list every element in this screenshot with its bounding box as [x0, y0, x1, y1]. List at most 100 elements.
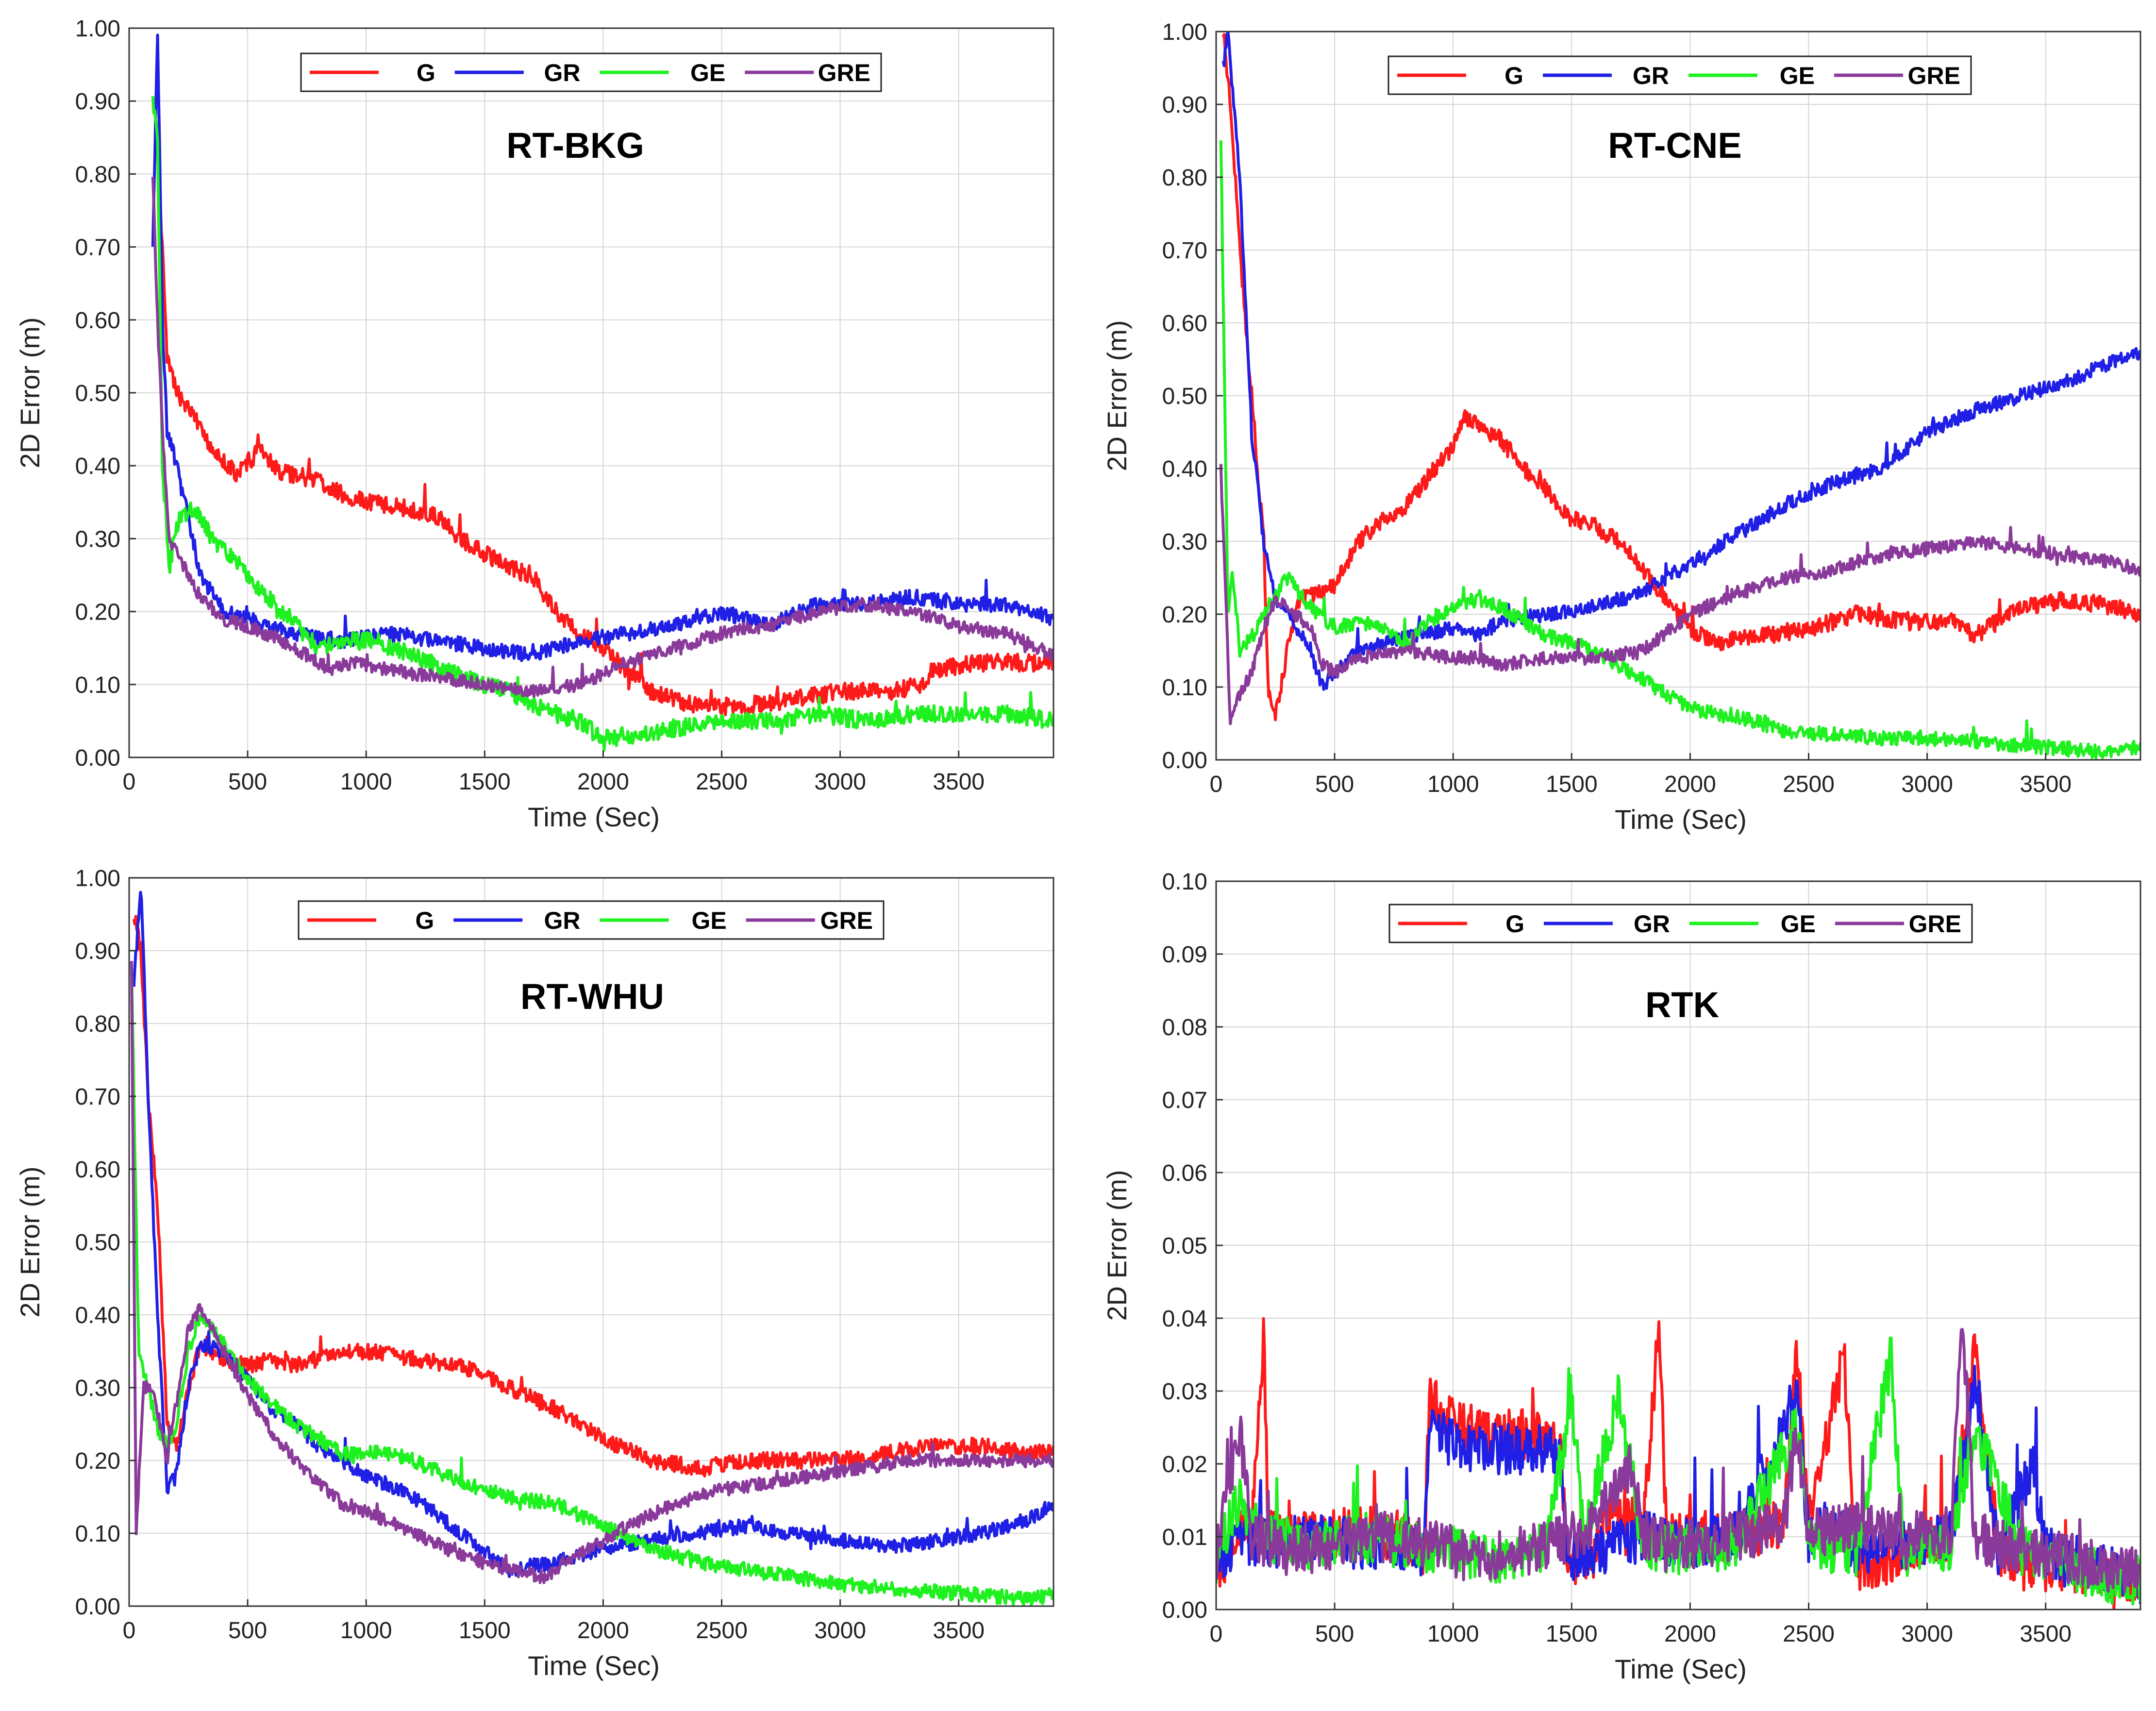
y-tick-label: 0.30 — [75, 1376, 120, 1401]
series-line-gre — [1216, 1327, 2140, 1594]
x-tick-label: 500 — [1315, 1621, 1354, 1647]
panel-title: RT-CNE — [1608, 125, 1741, 166]
x-tick-label: 0 — [1210, 772, 1223, 797]
y-tick-label: 0.10 — [75, 1521, 120, 1547]
x-axis-label: Time (Sec) — [1615, 1654, 1747, 1684]
legend-label-gre: GRE — [1909, 910, 1961, 938]
x-tick-label: 1500 — [459, 769, 511, 795]
chart-panel-rt-whu: 0.00 0.10 0.20 0.30 0.40 0.50 0.60 0.70 0.80 0.90… — [15, 866, 1054, 1681]
y-tick-label: 0.07 — [1162, 1088, 1207, 1113]
chart-panel-rt-bkg: 0.00 0.10 0.20 0.30 0.40 0.50 0.60 0.70 0.80 0.90… — [15, 16, 1054, 832]
legend-label-gr: GR — [1634, 910, 1670, 938]
y-tick-label: 0.05 — [1162, 1233, 1207, 1259]
y-axis-label: 2D Error (m) — [1102, 320, 1132, 471]
panel-title: RT-WHU — [520, 976, 664, 1017]
legend: G GR GE GRE — [1387, 55, 1972, 95]
legend-label-gr: GR — [1633, 62, 1669, 89]
x-tick-label: 1500 — [1546, 772, 1598, 797]
legend: G GR GE GRE — [298, 900, 885, 940]
y-tick-label: 0.40 — [75, 1303, 120, 1328]
x-tick-label: 3000 — [1901, 1621, 1953, 1647]
y-tick-label: 0.80 — [75, 1011, 120, 1037]
x-tick-label: 3500 — [933, 769, 985, 795]
y-tick-label: 0.20 — [75, 1448, 120, 1474]
series-line-gre — [151, 177, 1053, 698]
x-tick-label: 2000 — [1664, 1621, 1716, 1647]
series-group — [1219, 32, 2140, 760]
legend-label-g: G — [1505, 910, 1524, 938]
panel-title: RTK — [1645, 985, 1719, 1025]
x-tick-label: 1000 — [340, 1618, 392, 1644]
y-tick-label: 0.08 — [1162, 1015, 1207, 1040]
y-tick-label: 0.06 — [1162, 1160, 1207, 1186]
y-tick-label: 0.10 — [1162, 675, 1207, 701]
x-tick-label: 1000 — [1427, 1621, 1479, 1647]
x-axis-label: Time (Sec) — [528, 802, 660, 832]
x-tick-label: 3000 — [814, 1618, 866, 1644]
y-tick-label: 1.00 — [75, 866, 120, 891]
x-tick-label: 2500 — [1783, 1621, 1835, 1647]
y-tick-label: 0.10 — [75, 672, 120, 698]
y-tick-label: 0.60 — [75, 1157, 120, 1183]
y-tick-label: 0.00 — [75, 1594, 120, 1620]
legend-label-gr: GR — [544, 907, 581, 934]
x-tick-label: 3500 — [2020, 1621, 2072, 1647]
series-group — [151, 34, 1053, 752]
series-line-ge — [151, 96, 1053, 752]
x-tick-label: 500 — [228, 1618, 267, 1644]
panel-title: RT-BKG — [506, 125, 644, 166]
y-tick-label: 0.60 — [1162, 311, 1207, 336]
y-tick-label: 0.00 — [75, 745, 120, 771]
y-tick-label: 0.50 — [75, 381, 120, 406]
x-tick-label: 500 — [228, 769, 267, 795]
y-tick-label: 0.04 — [1162, 1306, 1207, 1332]
x-tick-label: 2000 — [577, 1618, 629, 1644]
y-axis-label: 2D Error (m) — [15, 1166, 45, 1317]
legend-label-gre: GRE — [820, 907, 873, 934]
x-tick-label: 1000 — [340, 769, 392, 795]
series-line-ge — [1219, 140, 2140, 760]
y-tick-label: 0.00 — [1162, 1597, 1207, 1623]
y-tick-label: 0.60 — [75, 308, 120, 334]
y-tick-label: 0.09 — [1162, 942, 1207, 968]
y-tick-label: 0.00 — [1162, 748, 1207, 773]
x-axis-label: Time (Sec) — [1615, 804, 1747, 835]
legend: G GR GE GRE — [1388, 904, 1973, 943]
series-line-g — [156, 136, 1053, 717]
y-tick-label: 0.20 — [75, 600, 120, 625]
x-tick-label: 2500 — [1783, 772, 1835, 797]
series-line-g — [1221, 33, 2140, 721]
legend-label-ge: GE — [1781, 910, 1816, 938]
y-tick-label: 0.20 — [1162, 602, 1207, 628]
legend-label-gre: GRE — [818, 59, 870, 86]
y-tick-label: 0.80 — [1162, 165, 1207, 191]
legend-label-g: G — [1504, 62, 1523, 89]
chart-panel-rt-cne: 0.00 0.10 0.20 0.30 0.40 0.50 0.60 0.70 0.80 0.90… — [1102, 19, 2141, 835]
y-tick-label: 0.01 — [1162, 1525, 1207, 1550]
x-tick-label: 3000 — [814, 769, 866, 795]
y-tick-label: 0.70 — [75, 1084, 120, 1110]
x-tick-label: 0 — [123, 769, 136, 795]
series-line-g — [132, 915, 1053, 1478]
y-tick-label: 0.30 — [1162, 529, 1207, 555]
legend: G GR GE GRE — [300, 52, 882, 92]
y-axis-label: 2D Error (m) — [1102, 1170, 1132, 1321]
series-line-gre — [1219, 464, 2140, 725]
y-tick-label: 0.80 — [75, 162, 120, 187]
legend-box — [300, 52, 882, 92]
legend-label-g: G — [417, 59, 435, 86]
y-tick-label: 0.03 — [1162, 1379, 1207, 1405]
x-tick-label: 3500 — [2020, 772, 2072, 797]
y-axis-label: 2D Error (m) — [15, 317, 45, 468]
x-tick-label: 2500 — [696, 769, 748, 795]
legend-label-ge: GE — [1780, 62, 1815, 89]
legend-label-g: G — [415, 907, 434, 934]
series-line-ge — [130, 965, 1053, 1606]
y-tick-label: 0.90 — [75, 939, 120, 964]
y-tick-label: 0.02 — [1162, 1452, 1207, 1477]
x-tick-label: 500 — [1315, 772, 1354, 797]
y-tick-label: 0.10 — [1162, 869, 1207, 895]
y-tick-label: 0.70 — [75, 235, 120, 261]
y-tick-label: 1.00 — [1162, 19, 1207, 45]
